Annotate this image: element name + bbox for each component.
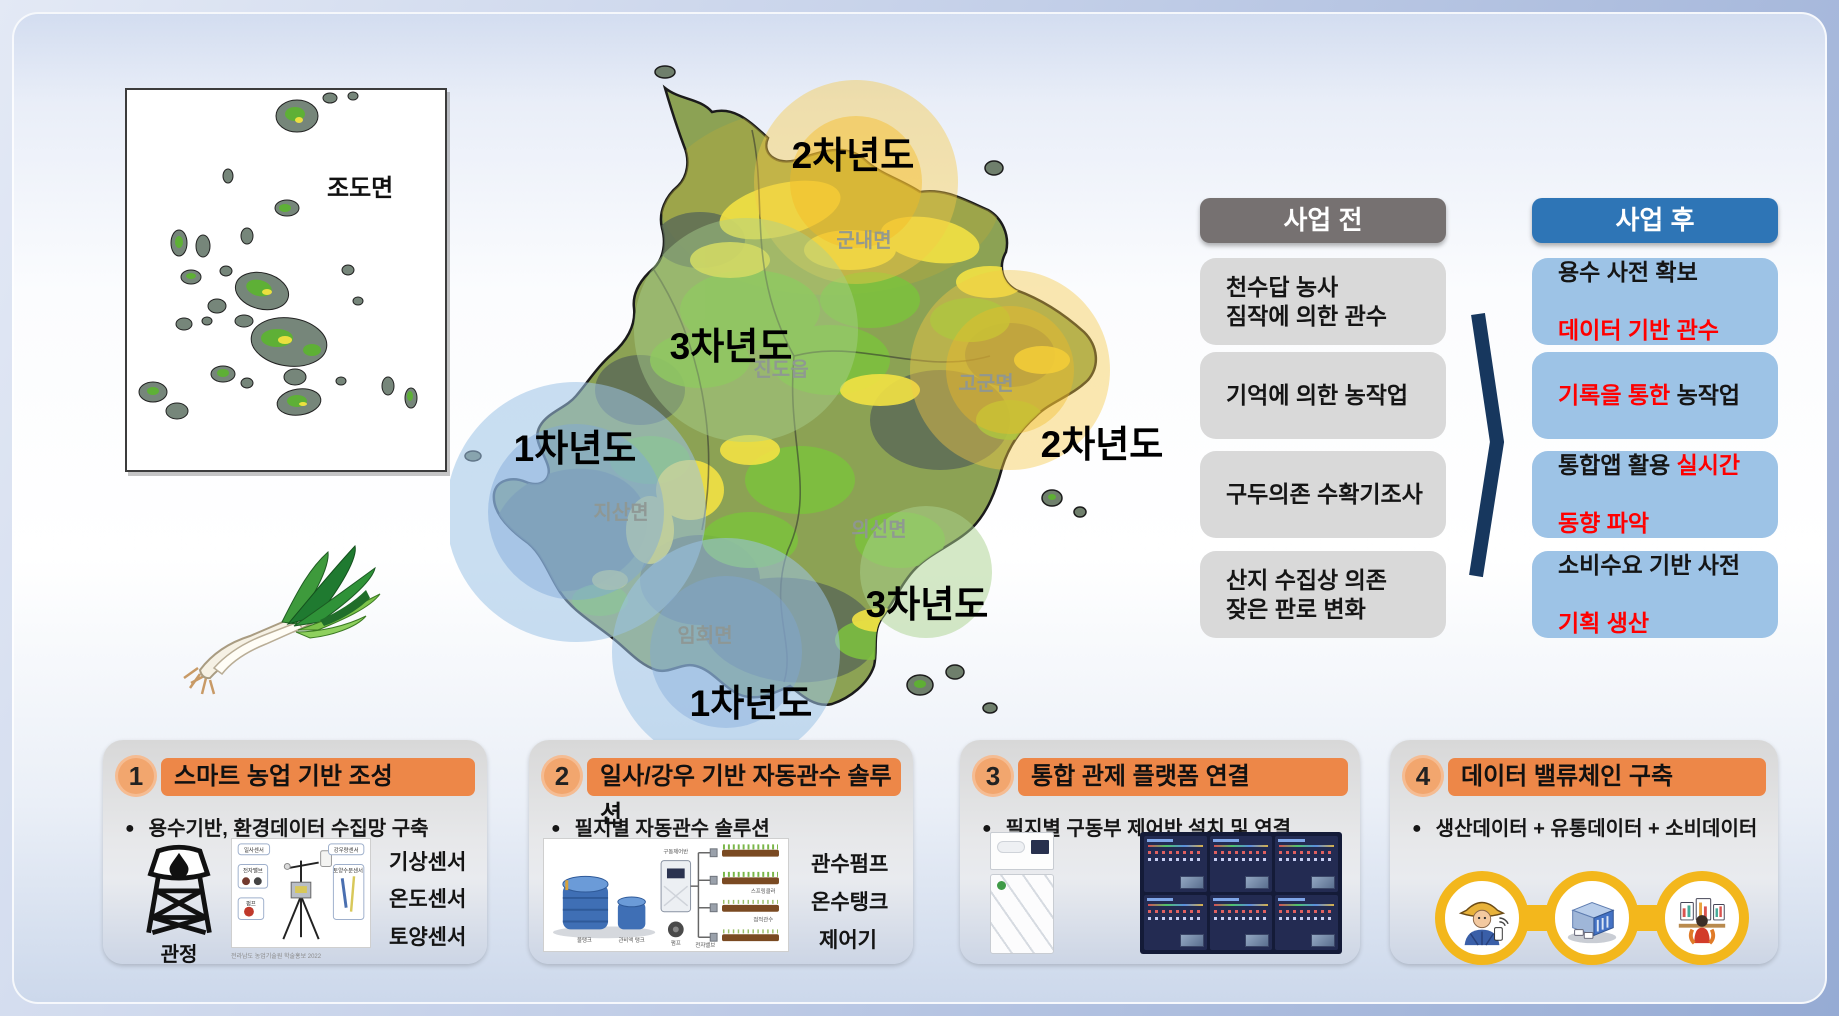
- card1-number-badge: 1: [115, 755, 157, 797]
- district-label-imhoe: 임회면: [677, 624, 732, 647]
- card2-label-controller: 제어기: [819, 929, 877, 952]
- year-label-right: 2차년도: [1041, 424, 1164, 465]
- before-item-3: 구두의존 수확기조사: [1200, 451, 1446, 538]
- card-data-value-chain: 4 데이터 밸류체인 구축 ● 생산데이터 + 유통데이터 + 소비데이터: [1390, 740, 1778, 965]
- card2-label-irrigation-pump: 관수펌프: [811, 853, 889, 876]
- district-label-jindo-eup: 진도읍: [753, 358, 808, 381]
- district-label-gogun: 고군면: [958, 372, 1013, 395]
- photo-tag: 강우량센서: [334, 846, 359, 854]
- card1-label-temp-sensor: 온도센서: [389, 888, 467, 911]
- card4-number-badge: 4: [1402, 755, 1444, 797]
- card-smart-farming-base: 1 스마트 농업 기반 조성 ● 용수기반, 환경데이터 수집망 구축 관정: [103, 740, 487, 966]
- district-labels: 군내면 진도읍 고군면 지산면 의신면 임회면: [593, 229, 1013, 647]
- well-water-tower-icon: [146, 844, 212, 935]
- control-panel-photo: [990, 832, 1054, 870]
- card-control-platform: 3 통합 관제 플랫폼 연결 ● 필지별 구동부 제어반 설치 및 연결: [960, 740, 1360, 964]
- phase3-circle-upper: [634, 218, 858, 442]
- producer-circle: [1435, 871, 1529, 965]
- card3-title: 통합 관제 플랫폼 연결: [1018, 758, 1348, 796]
- sensor-station-photo: 일사센서 강우량센서 전자밸브 펌프 토양수분센서: [231, 838, 371, 948]
- year-label-upper-left: 3차년도: [670, 326, 793, 367]
- diagram-tag: 구동제어반: [663, 848, 688, 856]
- card4-bullet: ● 생산데이터 + 유통데이터 + 소비데이터: [1412, 818, 1758, 840]
- phase2-circle-right: [910, 270, 1110, 470]
- year-label-left: 1차년도: [514, 428, 637, 469]
- dashboard-tile: [1209, 894, 1273, 950]
- diagram-tag: 펌프: [671, 940, 681, 947]
- bullet-dot: ●: [1412, 820, 1422, 837]
- distribution-circle: [1545, 871, 1639, 965]
- distribution-center-icon: [1567, 902, 1617, 944]
- dashboard-tile: [1144, 894, 1207, 950]
- well-label: 관정: [160, 944, 198, 966]
- photo-tag: 전자밸브: [243, 866, 263, 874]
- card1-label-soil-sensor: 토양센서: [389, 926, 467, 949]
- inset-map: 조도면: [125, 88, 447, 472]
- card2-title: 일사/강우 기반 자동관수 솔루션: [587, 758, 901, 828]
- phase-year-labels: 2차년도 3차년도 1차년도 2차년도 3차년도 1차년도: [514, 135, 1164, 724]
- inset-map-label: 조도면: [327, 175, 394, 202]
- after-item-3: 통합앱 활용 실시간 동향 파악: [1532, 451, 1778, 538]
- monitoring-dashboard-image: [1140, 832, 1342, 954]
- card1-title: 스마트 농업 기반 조성: [161, 758, 475, 796]
- card3-number-badge: 3: [972, 755, 1014, 797]
- card2-number-badge: 2: [541, 755, 583, 797]
- analyst-at-monitors-icon: [1678, 898, 1726, 945]
- dashboard-tile: [1275, 836, 1338, 892]
- main-map: 군내면 진도읍 고군면 지산면 의신면 임회면 2차년도 3차년도 1차년도 2…: [450, 65, 1164, 740]
- irrigation-diagram: 구동제어반 물탱크 관비액 탱크 펌프 전자밸브 스프링클러 점적관수: [543, 838, 789, 952]
- card1-label-weather-sensor: 기상센서: [389, 851, 467, 874]
- photo-tag: 토양수분센서: [333, 866, 363, 874]
- district-label-gunnae: 군내면: [836, 229, 891, 252]
- before-after-arrow-icon: [1469, 312, 1505, 578]
- district-label-uisin: 의신면: [851, 518, 906, 541]
- consumer-circle: [1655, 871, 1749, 965]
- bullet-dot: ●: [982, 820, 992, 837]
- photo-tag: 펌프: [246, 901, 256, 908]
- card2-label-hot-water-tank: 온수탱크: [811, 891, 889, 914]
- year-label-bottom: 1차년도: [690, 683, 813, 724]
- diagram-tag: 스프링클러: [751, 887, 776, 895]
- after-header: 사업 후: [1532, 198, 1778, 243]
- before-item-1: 천수답 농사 짐작에 의한 관수: [1200, 258, 1446, 345]
- bullet-dot: ●: [551, 820, 561, 837]
- diagram-tag: 물탱크: [577, 937, 592, 944]
- year-label-lower-right: 3차년도: [866, 584, 989, 625]
- inset-map-islands: [138, 91, 418, 420]
- after-item-1: 용수 사전 확보 데이터 기반 관수: [1532, 258, 1778, 345]
- diagram-tag: 점적관수: [753, 917, 773, 924]
- phase1-circle-bottom: [612, 538, 840, 740]
- before-header: 사업 전: [1200, 198, 1446, 243]
- phase2-circle-top: [754, 80, 958, 284]
- card-auto-irrigation: 2 일사/강우 기반 자동관수 솔루션 ● 필지별 자동관수 솔루션: [529, 740, 913, 964]
- photo-tag: 일사센서: [244, 846, 264, 854]
- district-label-jisan: 지산면: [593, 501, 648, 524]
- farmer-icon: [1458, 901, 1509, 946]
- before-item-4: 산지 수집상 의존 잦은 판로 변화: [1200, 551, 1446, 638]
- card2-bullet: ● 필지별 자동관수 솔루션: [551, 818, 770, 840]
- before-item-2: 기억에 의한 농작업: [1200, 352, 1446, 439]
- diagram-tag: 관비액 탱크: [618, 936, 644, 944]
- phase3-circle-lower: [860, 506, 992, 638]
- photo-caption: 전라남도 농업기술원 학술홍보 2022: [231, 954, 322, 960]
- dashboard-tile: [1144, 836, 1207, 892]
- green-onion-illustration: [183, 544, 381, 695]
- after-item-4: 소비수요 기반 사전 기획 생산: [1532, 551, 1778, 638]
- phase-overlays: [450, 80, 1110, 740]
- card1-bullet: ● 용수기반, 환경데이터 수집망 구축: [125, 818, 429, 840]
- dashboard-tile: [1209, 836, 1273, 892]
- card4-title: 데이터 밸류체인 구축: [1448, 758, 1766, 796]
- after-item-2: 기록을 통한 농작업: [1532, 352, 1778, 439]
- control-cabinet-photo: [990, 874, 1054, 954]
- dashboard-tile: [1275, 894, 1338, 950]
- diagram-tag: 전자밸브: [695, 941, 715, 949]
- year-label-top: 2차년도: [792, 135, 915, 176]
- bullet-dot: ●: [125, 820, 135, 837]
